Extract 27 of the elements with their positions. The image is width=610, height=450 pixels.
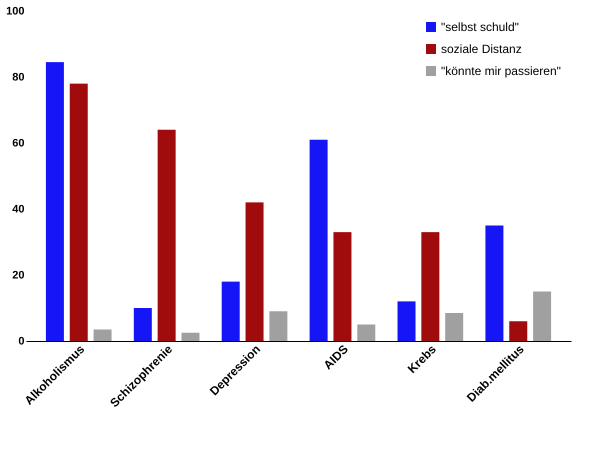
bar	[158, 130, 176, 341]
y-tick-label: 20	[12, 270, 24, 282]
bar	[333, 232, 352, 341]
bar	[46, 62, 64, 341]
bar	[70, 84, 88, 341]
y-tick-label: 0	[18, 336, 24, 348]
bar	[398, 301, 416, 341]
bar	[134, 308, 152, 341]
y-tick-label: 100	[6, 6, 24, 18]
bar	[310, 140, 328, 341]
bar	[357, 324, 376, 341]
bar	[269, 311, 288, 341]
y-tick-label: 40	[12, 204, 24, 216]
bar	[181, 332, 200, 341]
bar	[94, 329, 112, 341]
legend-label: "selbst schuld"	[441, 20, 519, 34]
bar	[421, 232, 440, 341]
y-tick-label: 80	[12, 72, 24, 84]
bar	[533, 292, 552, 341]
legend-label: "könnte mir passieren"	[441, 64, 561, 78]
y-tick-label: 60	[12, 138, 24, 150]
bar	[485, 226, 504, 341]
bar	[445, 312, 464, 341]
bar	[246, 202, 264, 341]
legend-label: soziale Distanz	[441, 42, 522, 56]
bar	[509, 321, 528, 341]
bar	[222, 282, 240, 341]
